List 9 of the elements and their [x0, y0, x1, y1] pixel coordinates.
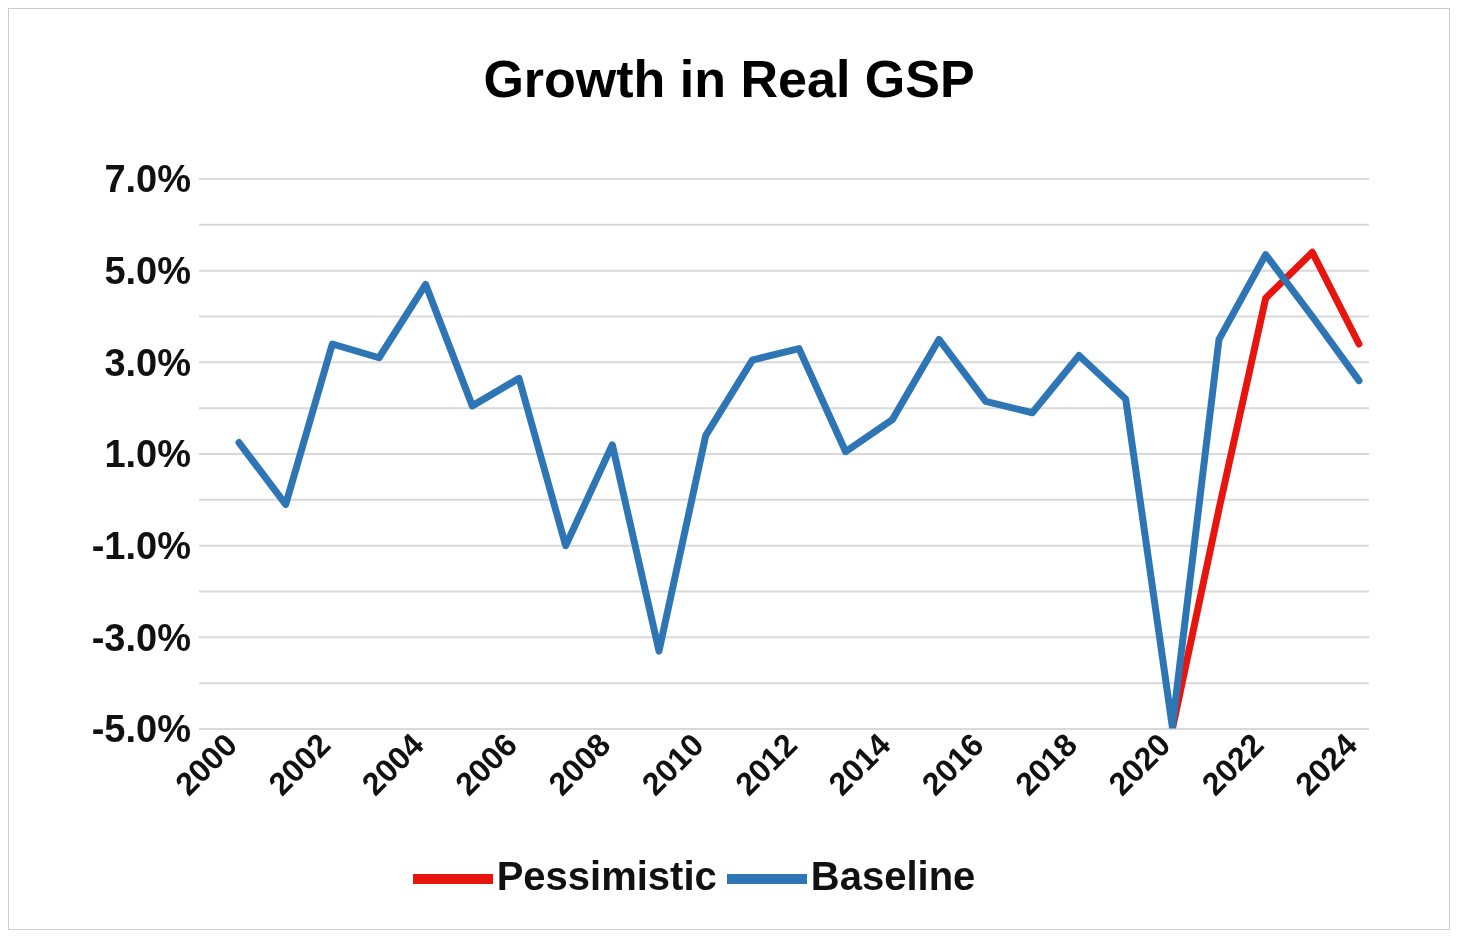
- legend-label: Baseline: [810, 853, 976, 898]
- legend-label: Pessimistic: [496, 853, 717, 898]
- y-tick-label: 3.0%: [104, 341, 191, 384]
- y-tick-label: 7.0%: [104, 158, 191, 201]
- y-tick-label: -3.0%: [91, 616, 191, 659]
- y-tick-label: 5.0%: [104, 250, 191, 293]
- y-tick-label: 1.0%: [104, 433, 191, 476]
- chart-title: Growth in Real GSP: [482, 49, 976, 110]
- y-tick-label: -1.0%: [91, 525, 191, 568]
